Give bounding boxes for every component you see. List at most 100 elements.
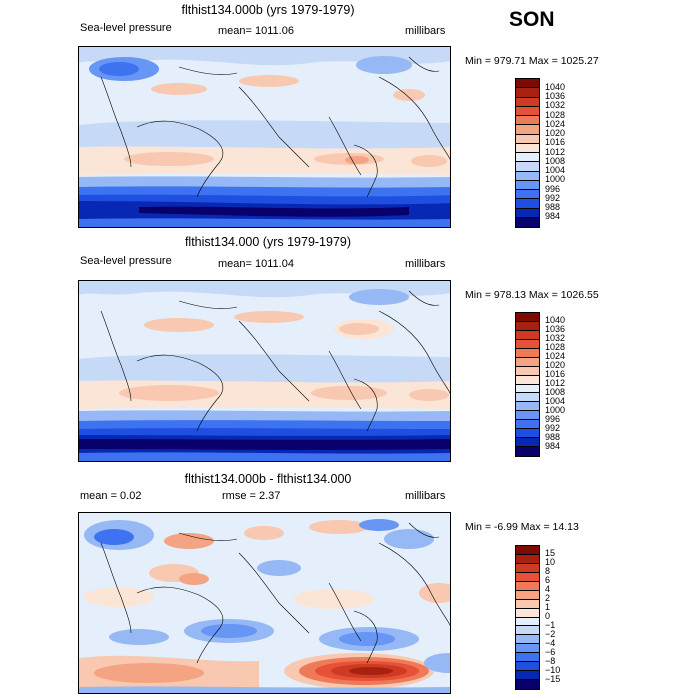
colorbar-2-level-label: 1028 <box>545 342 566 353</box>
colorbar-1-level-label: 1028 <box>545 109 566 120</box>
panel-1-mean-label: mean= 1011.06 <box>218 25 294 37</box>
colorbar-2-level-label: 988 <box>545 431 561 442</box>
colorbar-2-swatch <box>516 339 539 349</box>
panel-1-stats: Min = 979.71 Max = 1025.27 <box>465 55 599 67</box>
colorbar-1-swatch <box>516 134 539 144</box>
colorbar-3-swatch <box>516 626 539 636</box>
colorbar-2-swatch <box>516 447 539 456</box>
colorbar-3-swatch <box>516 554 539 564</box>
colorbar-3-level-label: 0 <box>545 611 551 621</box>
colorbar-2-level-label: 1000 <box>545 404 566 415</box>
colorbar-2-level-label: 984 <box>545 440 561 451</box>
panel-2-map-svg <box>79 281 450 461</box>
colorbar-3-level-label: −10 <box>545 664 561 675</box>
colorbar-2-level-label: 1040 <box>545 315 566 326</box>
colorbar-3-level-label: −8 <box>545 655 556 666</box>
panel-2-mean-label: mean= 1011.04 <box>218 258 294 270</box>
panel-2-colorbar <box>515 312 540 457</box>
colorbar-1-level-label: 1020 <box>545 128 566 138</box>
panel-3-rmse-label: rmse = 2.37 <box>222 490 281 502</box>
colorbar-2-swatch <box>516 375 539 385</box>
colorbar-3-swatch <box>516 563 539 573</box>
colorbar-2-swatch <box>516 402 539 412</box>
panel-2-map <box>78 280 451 462</box>
colorbar-2-level-label: 992 <box>545 422 561 433</box>
colorbar-2-level-label: 1012 <box>545 378 566 388</box>
colorbar-3-level-label: 10 <box>545 557 556 568</box>
colorbar-1-swatch <box>516 208 539 218</box>
colorbar-1-level-label: 1012 <box>545 146 566 157</box>
colorbar-1-swatch <box>516 171 539 181</box>
colorbar-2-level-label: 1024 <box>545 351 566 362</box>
colorbar-3-level-label: 1 <box>545 602 551 613</box>
colorbar-1-swatch <box>516 162 539 172</box>
colorbar-2-swatch <box>516 313 539 322</box>
colorbar-1-swatch <box>516 180 539 190</box>
colorbar-1-swatch <box>516 125 539 135</box>
colorbar-1-swatch <box>516 106 539 116</box>
colorbar-3-level-label: 2 <box>545 593 551 604</box>
colorbar-1-level-label: 1004 <box>545 165 566 175</box>
colorbar-2-swatch <box>516 393 539 403</box>
colorbar-2-level-label: 1032 <box>545 333 566 344</box>
colorbar-3-swatch <box>516 572 539 582</box>
colorbar-2-level-label: 1004 <box>545 395 566 406</box>
panel-3-stats: Min = -6.99 Max = 14.13 <box>465 521 579 533</box>
colorbar-2-swatch <box>516 357 539 367</box>
panel-3-mean-label: mean = 0.02 <box>80 490 142 502</box>
season-label: SON <box>509 8 555 31</box>
colorbar-1-swatch <box>516 97 539 107</box>
colorbar-3-swatch <box>516 599 539 609</box>
colorbar-3-level-label: −1 <box>545 619 556 630</box>
colorbar-1-swatch <box>516 116 539 126</box>
colorbar-1-level-label: 984 <box>545 211 561 222</box>
colorbar-1-level-label: 988 <box>545 202 561 212</box>
colorbar-3-swatch <box>516 644 539 654</box>
colorbar-2-swatch <box>516 420 539 430</box>
colorbar-2-swatch <box>516 321 539 331</box>
colorbar-3-swatch <box>516 680 539 689</box>
panel-3-map <box>78 512 451 694</box>
panel-2-units-label: millibars <box>405 258 446 270</box>
colorbar-3-swatch <box>516 590 539 600</box>
colorbar-1-swatch <box>516 217 539 227</box>
colorbar-3-swatch <box>516 608 539 618</box>
colorbar-1-level-label: 1016 <box>545 137 566 148</box>
panel-2-variable-label: Sea-level pressure <box>80 255 172 267</box>
colorbar-1-swatch <box>516 143 539 153</box>
colorbar-3-level-label: 15 <box>545 548 556 559</box>
panel-1-map-svg <box>79 47 450 227</box>
colorbar-1-swatch <box>516 199 539 209</box>
panel-1-colorbar <box>515 78 540 228</box>
colorbar-2-swatch <box>516 384 539 394</box>
colorbar-2-swatch <box>516 438 539 448</box>
colorbar-2-level-label: 1036 <box>545 324 566 335</box>
colorbar-3-swatch <box>516 671 539 681</box>
colorbar-2-level-label: 996 <box>545 413 561 424</box>
colorbar-1-swatch <box>516 88 539 98</box>
panel-3-title: flthist134.000b - flthist134.000 <box>184 472 352 486</box>
colorbar-3-swatch <box>516 617 539 627</box>
colorbar-1-level-label: 996 <box>545 183 561 194</box>
panel-1-map <box>78 46 451 228</box>
colorbar-3-level-label: 8 <box>545 566 551 577</box>
colorbar-3-swatch <box>516 635 539 645</box>
colorbar-2-level-label: 1008 <box>545 386 566 397</box>
colorbar-1-level-label: 1032 <box>545 100 566 111</box>
panel-3-colorbar <box>515 545 540 690</box>
colorbar-2-level-label: 1020 <box>545 360 566 371</box>
colorbar-3-swatch <box>516 581 539 591</box>
panel-2-stats: Min = 978.13 Max = 1026.55 <box>465 289 599 301</box>
colorbar-1-level-label: 992 <box>545 192 561 203</box>
panel-1-title: flthist134.000b (yrs 1979-1979) <box>181 3 355 17</box>
colorbar-2-swatch <box>516 330 539 340</box>
colorbar-1-level-label: 1024 <box>545 118 566 129</box>
colorbar-1-swatch <box>516 190 539 200</box>
colorbar-3-level-label: −15 <box>545 673 561 684</box>
colorbar-1-swatch <box>516 79 539 89</box>
colorbar-3-level-label: −6 <box>545 646 556 657</box>
panel-3-units-label: millibars <box>405 490 446 502</box>
panel-2-title: flthist134.000 (yrs 1979-1979) <box>184 235 352 249</box>
colorbar-3-level-label: 4 <box>545 584 551 595</box>
colorbar-3-swatch <box>516 662 539 672</box>
